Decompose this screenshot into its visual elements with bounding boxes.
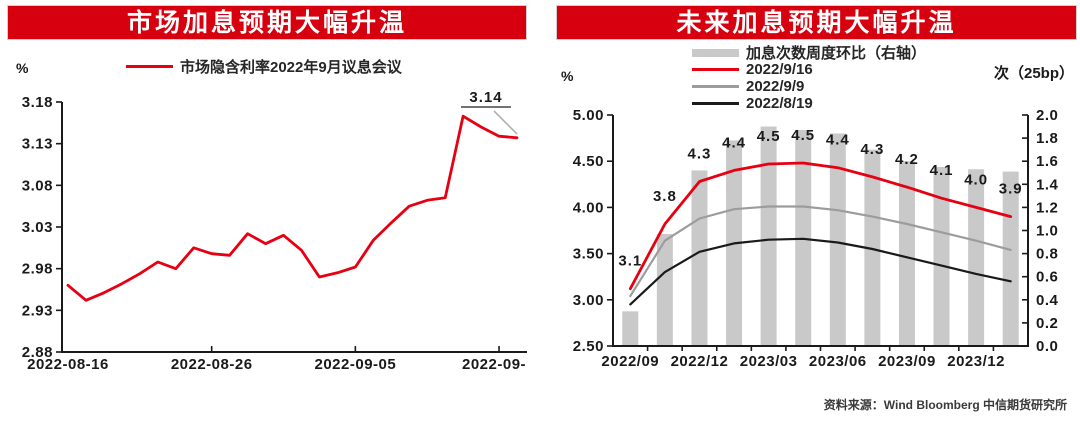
svg-text:1.8: 1.8 <box>1036 130 1058 147</box>
svg-text:3.03: 3.03 <box>22 219 53 236</box>
right-chart-left-axis-unit-label: % <box>561 68 574 84</box>
svg-text:2.88: 2.88 <box>22 344 53 361</box>
right-chart-title-banner: 未来加息预期大幅升温 <box>556 5 1077 40</box>
svg-text:0.0: 0.0 <box>1036 338 1058 355</box>
svg-text:2023/09: 2023/09 <box>878 353 936 370</box>
svg-text:0.2: 0.2 <box>1036 315 1058 332</box>
left-chart-title-banner: 市场加息预期大幅升温 <box>7 5 527 40</box>
last-point-value-annotation: 3.14 <box>461 89 511 108</box>
svg-text:2.0: 2.0 <box>1036 107 1058 124</box>
data-source-note: 资料来源：Wind Bloomberg 中信期货研究所 <box>823 398 1067 412</box>
line-swatch-icon <box>692 102 739 105</box>
svg-text:4.0: 4.0 <box>964 171 988 188</box>
svg-text:4.50: 4.50 <box>573 153 604 170</box>
svg-text:0.6: 0.6 <box>1036 269 1058 286</box>
svg-text:3.18: 3.18 <box>22 94 53 111</box>
line-swatch-icon <box>126 65 173 68</box>
legend-item: 2022/9/9 <box>692 78 926 95</box>
svg-text:2023/06: 2023/06 <box>809 353 867 370</box>
svg-text:3.8: 3.8 <box>653 188 677 205</box>
legend-label: 2022/9/16 <box>746 61 813 78</box>
legend-item: 加息次数周度环比（右轴） <box>692 44 927 62</box>
svg-text:4.1: 4.1 <box>930 162 954 179</box>
svg-text:1.4: 1.4 <box>1036 176 1059 193</box>
svg-text:2023/03: 2023/03 <box>740 353 798 370</box>
svg-text:4.5: 4.5 <box>791 127 815 144</box>
svg-text:4.2: 4.2 <box>895 151 919 168</box>
svg-text:2.50: 2.50 <box>573 338 604 355</box>
svg-text:4.00: 4.00 <box>573 199 604 216</box>
svg-text:3.08: 3.08 <box>22 177 53 194</box>
svg-text:2022-09-: 2022-09- <box>462 356 526 373</box>
svg-text:4.3: 4.3 <box>860 141 884 158</box>
svg-text:4.4: 4.4 <box>722 134 746 151</box>
legend-item: 2022/8/19 <box>692 95 926 112</box>
right-chart-title: 未来加息预期大幅升温 <box>676 9 957 37</box>
legend-label: 市场隐含利率2022年9月议息会议 <box>180 59 402 76</box>
svg-text:3.13: 3.13 <box>22 136 53 153</box>
line-swatch-icon <box>692 68 739 71</box>
legend-label: 加息次数周度环比（右轴） <box>746 45 927 62</box>
svg-text:1.6: 1.6 <box>1036 153 1058 170</box>
svg-text:3.00: 3.00 <box>573 292 604 309</box>
svg-text:4.3: 4.3 <box>688 146 712 163</box>
line-swatch-icon <box>692 85 739 88</box>
svg-text:5.00: 5.00 <box>573 107 604 124</box>
left-chart-title: 市场加息预期大幅升温 <box>126 9 407 37</box>
bar-swatch-icon <box>692 48 739 57</box>
left-axis-unit-label: % <box>16 60 29 76</box>
svg-text:3.9: 3.9 <box>999 181 1023 198</box>
right-chart-right-axis-unit-label: 次（25bp） <box>993 65 1074 82</box>
svg-text:2022/09: 2022/09 <box>601 353 659 370</box>
svg-text:2023/12: 2023/12 <box>947 353 1005 370</box>
svg-text:1.2: 1.2 <box>1036 199 1058 216</box>
svg-text:0.4: 0.4 <box>1036 292 1059 309</box>
left-chart-legend: 市场隐含利率2022年9月议息会议 <box>126 58 402 76</box>
legend-label: 2022/8/19 <box>746 95 813 112</box>
right-chart-legend: 加息次数周度环比（右轴） 2022/9/16 2022/9/9 2022/8/1… <box>692 44 926 112</box>
svg-text:2022-08-26: 2022-08-26 <box>171 356 253 373</box>
svg-text:2022-09-05: 2022-09-05 <box>314 356 396 373</box>
svg-text:2022/12: 2022/12 <box>671 353 729 370</box>
svg-text:4.4: 4.4 <box>826 132 850 149</box>
svg-text:1.0: 1.0 <box>1036 223 1058 240</box>
svg-text:3.1: 3.1 <box>618 253 642 270</box>
legend-item: 2022/9/16 <box>692 61 926 78</box>
svg-text:4.5: 4.5 <box>757 128 781 145</box>
legend-label: 2022/9/9 <box>746 78 805 95</box>
svg-text:2.98: 2.98 <box>22 261 53 278</box>
svg-text:0.8: 0.8 <box>1036 246 1058 263</box>
svg-text:2022-08-16: 2022-08-16 <box>27 356 109 373</box>
svg-text:3.50: 3.50 <box>573 246 604 263</box>
svg-text:2.93: 2.93 <box>22 302 53 319</box>
legend-item: 市场隐含利率2022年9月议息会议 <box>126 58 402 76</box>
